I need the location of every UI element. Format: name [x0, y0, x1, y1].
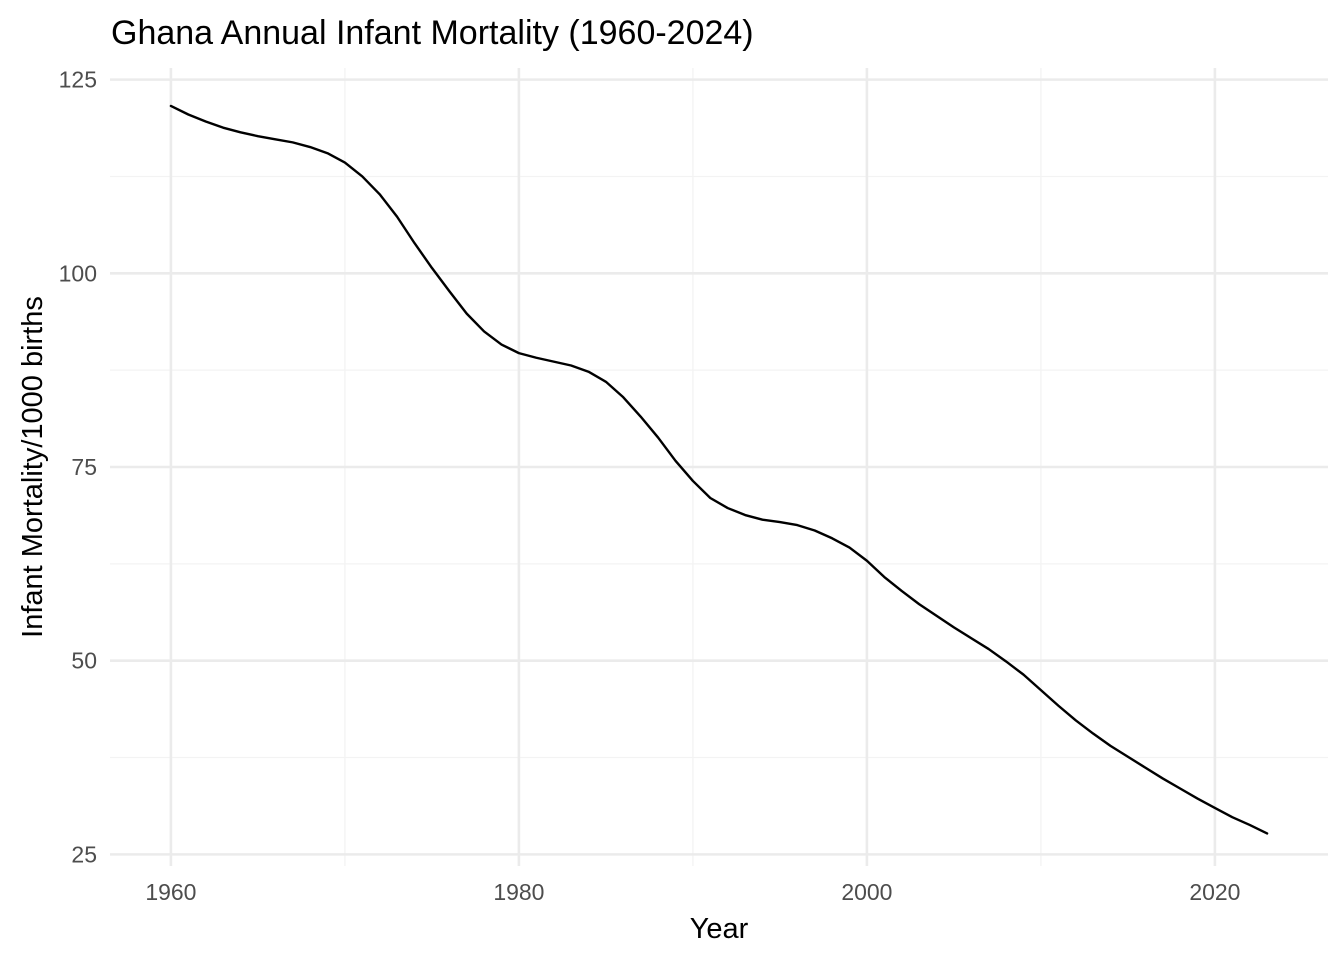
- series-layer: [169, 104, 1269, 835]
- x-axis-title: Year: [690, 913, 749, 945]
- x-tick-label: 2000: [841, 879, 892, 905]
- y-tick-label: 50: [71, 648, 97, 674]
- series-line: [169, 104, 1269, 835]
- x-axis-tick-labels: 1960 1980 2000 2020: [145, 879, 1240, 905]
- x-tick-label: 2020: [1189, 879, 1240, 905]
- x-tick-label: 1960: [145, 879, 196, 905]
- y-tick-label: 125: [59, 67, 97, 93]
- y-tick-label: 75: [71, 454, 97, 480]
- y-axis-tick-labels: 25 50 75 100 125: [59, 67, 97, 868]
- y-tick-label: 25: [71, 841, 97, 867]
- minor-gridlines: [110, 68, 1328, 866]
- y-axis-title: Infant Mortality/1000 births: [17, 296, 49, 638]
- chart-title: Ghana Annual Infant Mortality (1960-2024…: [111, 14, 754, 52]
- x-tick-label: 1980: [493, 879, 544, 905]
- major-gridlines: [110, 68, 1328, 866]
- y-tick-label: 100: [59, 260, 97, 286]
